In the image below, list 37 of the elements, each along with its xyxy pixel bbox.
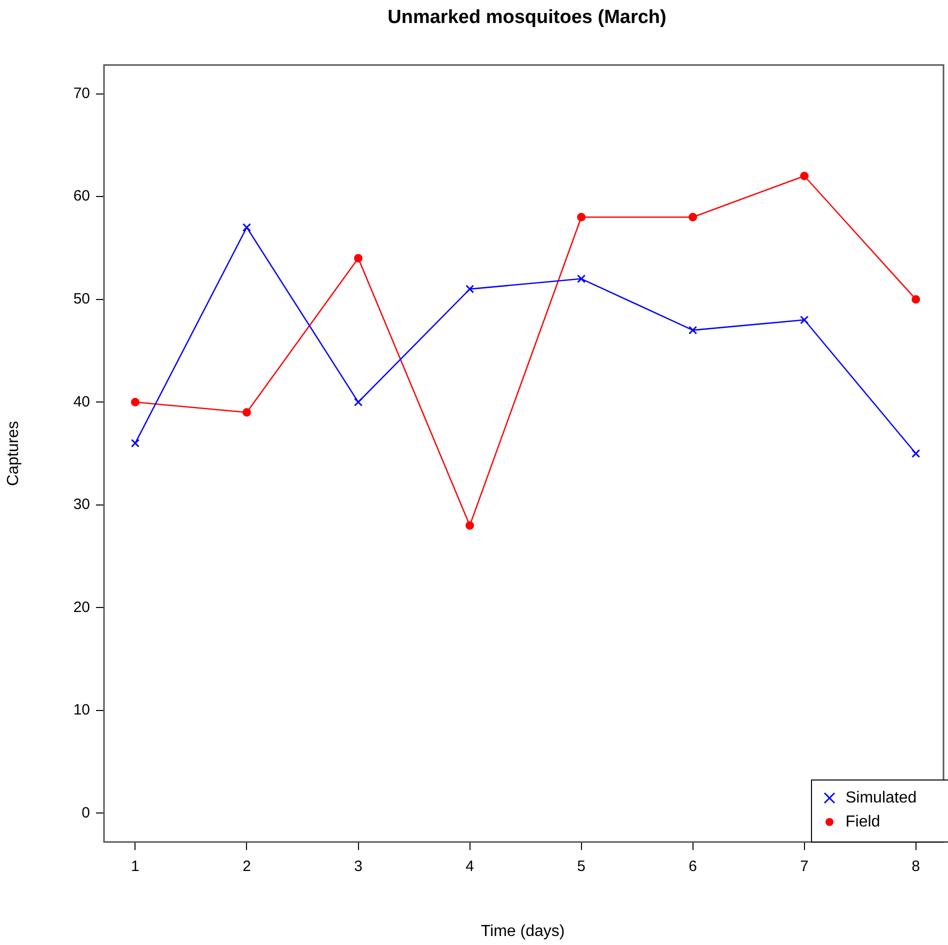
- point: [130, 398, 140, 406]
- x-tick-label: 6: [688, 858, 697, 876]
- point: [912, 295, 920, 304]
- y-tick-label: 40: [73, 393, 90, 410]
- point: [354, 398, 363, 406]
- legend-label: Field: [846, 813, 880, 830]
- y-tick-label: 50: [73, 290, 90, 308]
- y-tick-label: 10: [73, 702, 90, 719]
- x-tick-label: 7: [800, 858, 809, 876]
- point: [688, 212, 698, 222]
- point: [130, 438, 140, 448]
- x-tick-label: 8: [912, 858, 920, 876]
- x-axis-title: Time (days): [480, 922, 565, 940]
- y-axis-title: Captures: [5, 421, 22, 486]
- point: [688, 326, 698, 334]
- point: [800, 172, 809, 180]
- y-tick-label: 20: [73, 598, 90, 616]
- x-tick-label: 1: [131, 858, 140, 876]
- y-tick-label: 60: [73, 188, 90, 205]
- point: [800, 316, 809, 324]
- chart-title: Unmarked mosquitoes (March): [388, 7, 666, 28]
- point: [465, 284, 474, 294]
- y-tick-label: 0: [82, 804, 90, 822]
- point: [466, 521, 474, 530]
- x-tick-label: 3: [354, 858, 362, 876]
- y-tick-label: 70: [73, 84, 90, 102]
- point: [577, 274, 586, 284]
- y-tick-label: 30: [73, 496, 90, 514]
- x-tick-label: 4: [466, 858, 474, 876]
- point: [912, 449, 920, 458]
- x-tick-label: 5: [577, 858, 586, 876]
- point: [577, 212, 586, 222]
- x-tick-label: 2: [242, 858, 251, 876]
- point: [242, 408, 251, 417]
- point: [242, 223, 252, 232]
- point: [354, 254, 363, 262]
- legend-label: Simulated: [846, 789, 917, 806]
